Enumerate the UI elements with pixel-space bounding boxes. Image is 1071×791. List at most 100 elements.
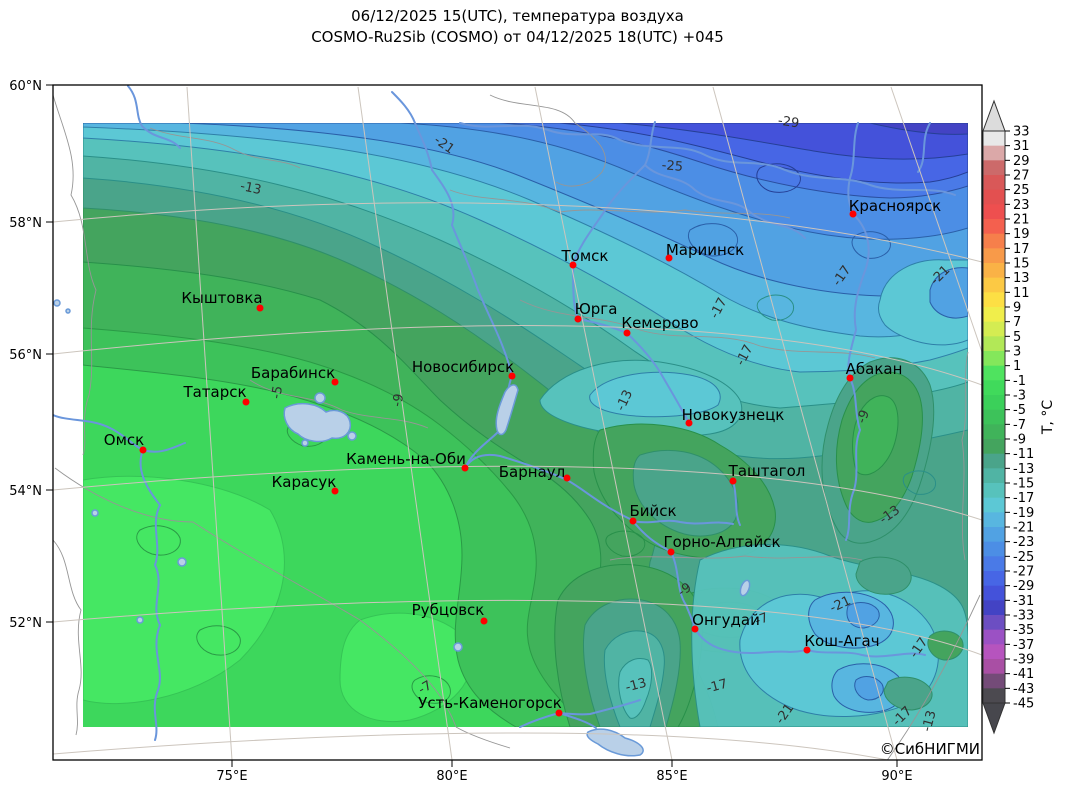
colorbar-tick-label: -5 — [1013, 403, 1026, 418]
colorbar-tick-label: -17 — [1013, 491, 1034, 506]
colorbar-tick-label: -39 — [1013, 653, 1034, 668]
colorbar-segment — [983, 248, 1005, 264]
lakes — [53, 299, 751, 757]
colorbar-tick-label: -31 — [1013, 594, 1034, 609]
colorbar-segment — [983, 336, 1005, 352]
city-dot — [139, 446, 147, 454]
colorbar-tick-label: 7 — [1013, 315, 1021, 330]
colorbar-tick-label: 29 — [1013, 154, 1030, 169]
city-dot — [849, 210, 857, 218]
lon-tick-label: 85°E — [656, 769, 687, 784]
contour-label: -13 — [239, 179, 263, 198]
city-dot — [555, 709, 563, 717]
colorbar-segment — [983, 688, 1005, 704]
colorbar-tick-label: 33 — [1013, 125, 1030, 140]
city-dot — [569, 261, 577, 269]
colorbar-tick-label: 25 — [1013, 183, 1030, 198]
colorbar-tick-label: -45 — [1013, 697, 1034, 712]
colorbar-segment — [983, 644, 1005, 660]
colorbar-tick-label: 11 — [1013, 286, 1030, 301]
city-label: Усть-Каменогорск — [418, 694, 562, 712]
city-dot — [667, 548, 675, 556]
colorbar-segment — [983, 189, 1005, 205]
city-label: Новокузнецк — [682, 406, 785, 424]
rivers — [53, 85, 956, 741]
colorbar-tick-label: -43 — [1013, 682, 1034, 697]
city-dot — [331, 487, 339, 495]
lon-tick-label: 75°E — [216, 769, 247, 784]
colorbar-segment — [983, 556, 1005, 572]
contour-label: -13 — [920, 709, 940, 733]
colorbar-tick-label: -11 — [1013, 447, 1034, 462]
colorbar-tick-label: 27 — [1013, 169, 1030, 184]
map-frame — [52, 84, 983, 761]
city-label: Мариинск — [666, 241, 744, 259]
colorbar-tick-label: 31 — [1013, 139, 1030, 154]
colorbar-segment — [983, 512, 1005, 528]
copyright-credit: ©СибНИГМИ — [880, 740, 980, 758]
colorbar-segment — [983, 629, 1005, 645]
contour-label: -5 — [269, 385, 286, 400]
colorbar-tick-label: -13 — [1013, 462, 1034, 477]
colorbar-tick-label: 5 — [1013, 330, 1021, 345]
colorbar-tick-label: -37 — [1013, 638, 1034, 653]
colorbar-segment — [983, 659, 1005, 675]
city-dot — [691, 625, 699, 633]
city-label: Кемерово — [621, 314, 698, 332]
city-label: Татарск — [182, 383, 246, 401]
colorbar-tick-label: 23 — [1013, 198, 1030, 213]
axis-ticks: 60°N 58°N 56°N 54°N 52°N 75°E 80°E 85°E 90°E — [9, 79, 912, 784]
colorbar-tick-label: -23 — [1013, 535, 1034, 550]
city-dot — [629, 517, 637, 525]
colorbar-tick-label: -21 — [1013, 521, 1034, 536]
colorbar-tick-label: -27 — [1013, 565, 1034, 580]
colorbar-segment — [983, 292, 1005, 308]
city-label: Кыштовка — [181, 289, 262, 307]
city-dot — [461, 464, 469, 472]
city-label: Барабинск — [251, 364, 335, 382]
colorbar-segment — [983, 131, 1005, 147]
colorbar-segment — [983, 233, 1005, 249]
colorbar-tick-label: 17 — [1013, 242, 1030, 257]
colorbar-segment — [983, 453, 1005, 469]
colorbar-segment — [983, 409, 1005, 425]
colorbar-segment — [983, 307, 1005, 323]
colorbar-tick-label: -33 — [1013, 609, 1034, 624]
city-label: Абакан — [846, 360, 903, 378]
colorbar-segment — [983, 145, 1005, 161]
colorbar-segment — [983, 527, 1005, 543]
city-dot — [803, 646, 811, 654]
colorbar-tick-label: -41 — [1013, 667, 1034, 682]
colorbar-tick-label: -9 — [1013, 433, 1026, 448]
contour-label: -13 — [624, 676, 648, 696]
title-line-1: 06/12/2025 15(UTC), температура воздуха — [351, 7, 684, 25]
colorbar-segment — [983, 468, 1005, 484]
city-label: Бийск — [629, 502, 676, 520]
colorbar-segment — [983, 483, 1005, 499]
city-dot — [685, 419, 693, 427]
colorbar-segment — [983, 571, 1005, 587]
city-dot — [665, 254, 673, 262]
lon-tick-label: 90°E — [881, 769, 912, 784]
colorbar-tick-label: -35 — [1013, 623, 1034, 638]
colorbar-segment — [983, 541, 1005, 557]
city-dot — [242, 398, 250, 406]
colorbar-segment — [983, 263, 1005, 279]
lat-tick-label: 58°N — [9, 216, 42, 231]
colorbar-tick-label: 3 — [1013, 345, 1021, 360]
title-line-2: COSMO-Ru2Sib (COSMO) от 04/12/2025 18(UT… — [311, 28, 724, 46]
colorbar-tick-label: -25 — [1013, 550, 1034, 565]
city-label: Онгудай — [692, 611, 760, 629]
colorbar-tick-label: -19 — [1013, 506, 1034, 521]
colorbar-segment — [983, 204, 1005, 220]
colorbar-segment — [983, 497, 1005, 513]
contour-label: -29 — [777, 114, 800, 132]
colorbar-segment — [983, 439, 1005, 455]
colorbar-tick-label: 13 — [1013, 271, 1030, 286]
colorbar-title: T, °C — [1040, 400, 1056, 435]
city-label: Барнаул — [499, 463, 565, 481]
city-dot — [623, 329, 631, 337]
contour-label: -9 — [390, 392, 407, 408]
